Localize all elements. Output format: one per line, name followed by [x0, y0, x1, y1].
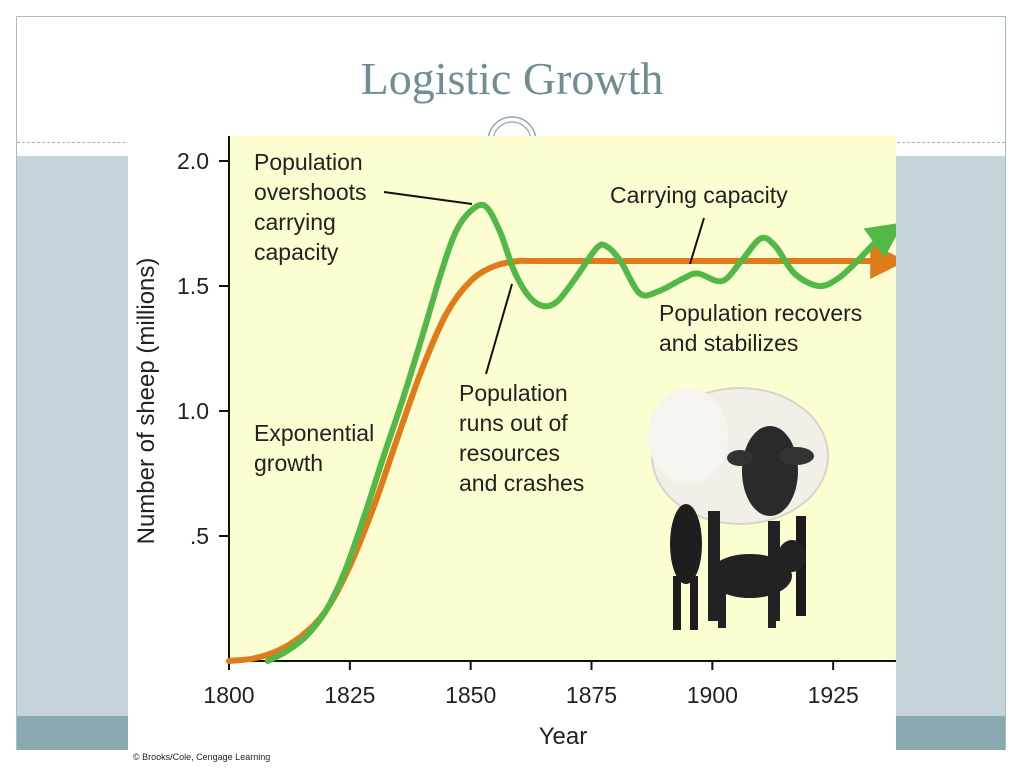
- annotation-layer: Population overshoots carrying capacity Carr…: [254, 149, 862, 496]
- x-axis-label: Year: [539, 723, 588, 750]
- x-tick-label-1900: 1900: [687, 682, 738, 708]
- leader-line-carrying: [689, 217, 705, 265]
- annotation-overshoot: Population overshoots carrying capacity: [254, 149, 367, 265]
- axes: [228, 136, 896, 662]
- annotation-crashes: Population runs out of resources and crashe…: [459, 380, 584, 496]
- y-tick-label-2.0: 2.0: [177, 148, 209, 174]
- left-decor-band: [17, 156, 129, 716]
- right-decor-band: [895, 156, 1005, 716]
- population-line: [264, 201, 904, 664]
- tick-group: 1800 1825 1850 1875 1900 1925 .5 1.0 1.5 2.0: [177, 148, 859, 708]
- slide-title: Logistic Growth: [360, 53, 664, 104]
- y-axis-label: Number of sheep (millions): [133, 258, 160, 545]
- leader-line-overshoot: [383, 191, 473, 205]
- leader-line-crashes: [485, 283, 513, 375]
- annotation-carrying: Carrying capacity: [610, 182, 788, 208]
- x-tick-label-1825: 1825: [324, 682, 375, 708]
- series-layer: [226, 201, 907, 664]
- copyright-credit: © Brooks/Cole, Cengage Learning: [133, 752, 271, 762]
- y-tick-label-.5: .5: [190, 523, 209, 549]
- x-tick-label-1925: 1925: [808, 682, 859, 708]
- sheep-illustration: [648, 387, 829, 630]
- x-tick-label-1800: 1800: [203, 682, 254, 708]
- carrying-capacity-line: [226, 243, 907, 664]
- annotation-exponential: Exponential growth: [254, 420, 374, 476]
- logistic-growth-chart: 1800 1825 1850 1875 1900 1925 .5 1.0 1.5 2.0 Year…: [133, 136, 907, 750]
- x-tick-label-1850: 1850: [445, 682, 496, 708]
- x-tick-label-1875: 1875: [566, 682, 617, 708]
- annotation-recovers: Population recovers and stabilizes: [659, 300, 862, 356]
- chart-container: 1800 1825 1850 1875 1900 1925 .5 1.0 1.5 2.0 Year…: [128, 136, 907, 750]
- y-tick-label-1.5: 1.5: [177, 273, 209, 299]
- y-tick-label-1.0: 1.0: [177, 398, 209, 424]
